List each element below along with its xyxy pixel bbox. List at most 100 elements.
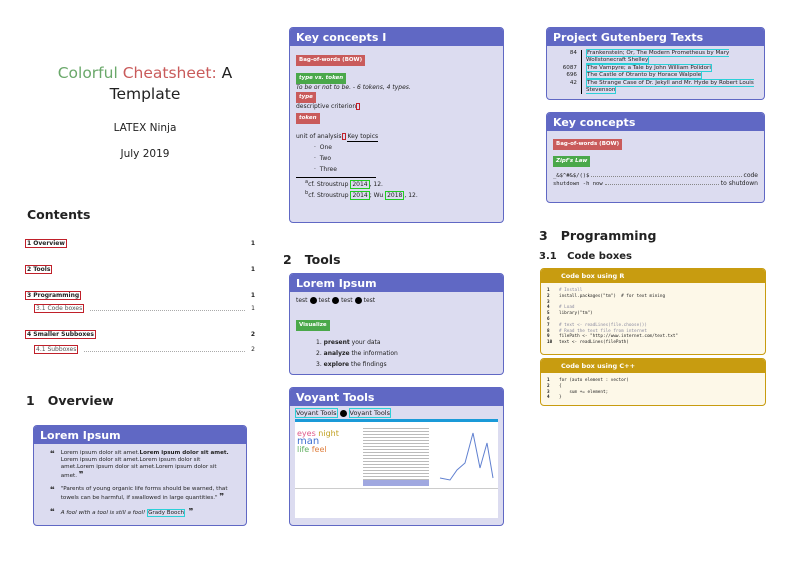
- voyant-link[interactable]: Voyant Tools: [295, 408, 338, 418]
- tag-bow: Bag-of-words (BOW): [553, 139, 623, 150]
- book-link[interactable]: The Vampyre; a Tale by John William Poli…: [586, 63, 712, 72]
- list-text: the information: [349, 350, 398, 357]
- toc-leader: [84, 348, 246, 352]
- line-number: 5: [547, 311, 550, 317]
- code-text: # Load: [559, 305, 575, 311]
- footnote-link[interactable]: [341, 133, 346, 140]
- quote: ❝ Lorem ipsum dolor sit amet.Lorem ipsum …: [50, 450, 232, 480]
- fn-text: , 12.: [369, 181, 383, 188]
- lorem-ipsum-tools-box: Lorem Ipsum test test test test Visualize 1…: [289, 273, 504, 375]
- fn-text: cf. Stroustrup: [308, 192, 349, 199]
- list-item-text: Three: [319, 166, 337, 173]
- quote: ❝ "Parents of young organic life forms sh…: [50, 486, 232, 502]
- r-code-box: Code box using R 1 # Install 2 install.pack…: [540, 268, 766, 355]
- toc-entry[interactable]: 3 Programming 1: [25, 291, 255, 300]
- line-number: 1: [547, 378, 550, 383]
- book-link[interactable]: Frankenstein; Or, The Modern Prometheus …: [586, 49, 730, 65]
- quote-text: Lorem ipsum dolor sit amet.Lorem ipsum d…: [60, 457, 217, 479]
- code-line: 3 sum += element;: [547, 390, 759, 396]
- date: July 2019: [120, 148, 170, 160]
- title-cheatsheet: Cheatsheet:: [122, 64, 217, 82]
- close-quote-icon: ❞: [219, 492, 225, 501]
- open-quote-icon: ❝: [50, 449, 55, 458]
- voyant-link[interactable]: Voyant Tools: [348, 408, 391, 418]
- line-number: 2: [547, 293, 550, 299]
- list-item: 1. present your data: [316, 337, 497, 348]
- book-link[interactable]: The Castle of Otranto by Horace Walpole: [586, 71, 703, 80]
- subsection-code-boxes: 3.1 Code boxes: [539, 251, 633, 262]
- citation-link[interactable]: 2014: [350, 180, 370, 189]
- fn-text: ; Wu: [369, 192, 384, 199]
- list-bold: explore: [323, 361, 350, 368]
- line-number: 3: [547, 389, 550, 395]
- citation-link[interactable]: 2018: [385, 191, 405, 200]
- voyant-screenshot: eyes night man life feel: [295, 419, 498, 518]
- line-number: 2: [547, 383, 550, 389]
- toc-link[interactable]: 4 Smaller Subboxes: [25, 330, 96, 339]
- line-number: 8: [547, 328, 550, 334]
- footnote-b: bcf. Stroustrup 2014; Wu 2018, 12.: [296, 189, 497, 200]
- open-quote-icon: ❝: [50, 485, 55, 494]
- citation-link[interactable]: 2014: [350, 191, 370, 200]
- toc-leader: [90, 307, 246, 311]
- toc-link[interactable]: 3 Programming: [25, 291, 82, 300]
- ebook-number: 42: [569, 79, 577, 86]
- bottom-panels: [295, 488, 498, 489]
- fn-mark: b: [305, 190, 309, 196]
- test-text: test: [318, 297, 331, 304]
- word-cloud: eyes night man life feel: [297, 429, 339, 454]
- ebook-number: 696: [566, 72, 577, 79]
- bullet-icon: [339, 409, 347, 417]
- toc-link[interactable]: 1 Overview: [25, 239, 67, 248]
- code-line: 4}: [547, 395, 759, 401]
- code-text: filePath <- "http://www.internet.com/tex…: [559, 334, 678, 340]
- code-listing: 1 for (auto element : vector) 2{3 sum += e…: [541, 373, 765, 405]
- close-quote-icon: ❞: [78, 470, 84, 479]
- test-text: test: [363, 297, 376, 304]
- code-line: 9 filePath <- "http://www.internet.com/te…: [547, 334, 759, 340]
- line-number: 7: [547, 322, 550, 328]
- line-number: 4: [547, 395, 550, 401]
- box-title: Lorem Ipsum: [290, 274, 503, 292]
- list-item: · Three: [314, 166, 337, 173]
- box-title: Project Gutenberg Texts: [547, 28, 764, 46]
- citation-link[interactable]: Grady Booch: [147, 509, 186, 517]
- close-quote-icon: ❞: [188, 507, 194, 516]
- list-bold: analyze: [323, 350, 350, 357]
- code-text: sum += element;: [559, 389, 609, 395]
- footnote-a: acf. Stroustrup 2014, 12.: [296, 178, 497, 189]
- toc-entry[interactable]: 4.1 Subboxes 2: [34, 345, 255, 354]
- footnote-link[interactable]: [356, 103, 361, 110]
- toc-entry[interactable]: 2 Tools 1: [25, 265, 255, 274]
- gutenberg-box: Project Gutenberg Texts 84 6087 696 42 Fra…: [546, 27, 765, 100]
- list-number: 3.: [316, 361, 322, 368]
- definition: descriptive criterion: [296, 103, 357, 110]
- tag-token: token: [296, 113, 320, 124]
- toc-entry[interactable]: 1 Overview 1: [25, 239, 255, 248]
- toc-entry[interactable]: 4 Smaller Subboxes 2: [25, 330, 255, 339]
- list-item: · Two: [314, 155, 331, 162]
- key-topics-heading: Key topics: [347, 133, 379, 142]
- author: LATEX Ninja: [113, 122, 177, 134]
- line-number: 4: [547, 305, 550, 311]
- list-text: your data: [349, 339, 381, 346]
- list-item-text: Two: [319, 155, 331, 162]
- code-text: # text <- readLines(file.choose()): [559, 322, 647, 328]
- toc-link[interactable]: 2 Tools: [25, 265, 53, 274]
- code-line: 5 library("tm"): [547, 311, 759, 317]
- toc-link[interactable]: 4.1 Subboxes: [34, 345, 79, 354]
- book-link[interactable]: The Strange Case of Dr. Jekyll and Mr. H…: [586, 78, 754, 95]
- toc-link[interactable]: 3.1 Code boxes: [34, 304, 85, 313]
- section-overview: 1 Overview: [26, 393, 114, 408]
- toc-page: 1: [250, 240, 255, 247]
- box-title: Voyant Tools: [290, 388, 503, 406]
- toc-page: 1: [251, 305, 255, 312]
- list-item: 3. explore the findings: [316, 359, 497, 370]
- list-item: · One: [314, 144, 332, 151]
- code-line: 10 text <- readLines(filePath): [547, 340, 759, 346]
- toc-page: 1: [250, 292, 255, 299]
- toc-entry[interactable]: 3.1 Code boxes 1: [34, 304, 255, 313]
- test-text: test: [341, 297, 353, 304]
- ebook-numbers: 84 6087 696 42: [553, 50, 581, 94]
- code-box-title: Code box using C++: [541, 359, 765, 373]
